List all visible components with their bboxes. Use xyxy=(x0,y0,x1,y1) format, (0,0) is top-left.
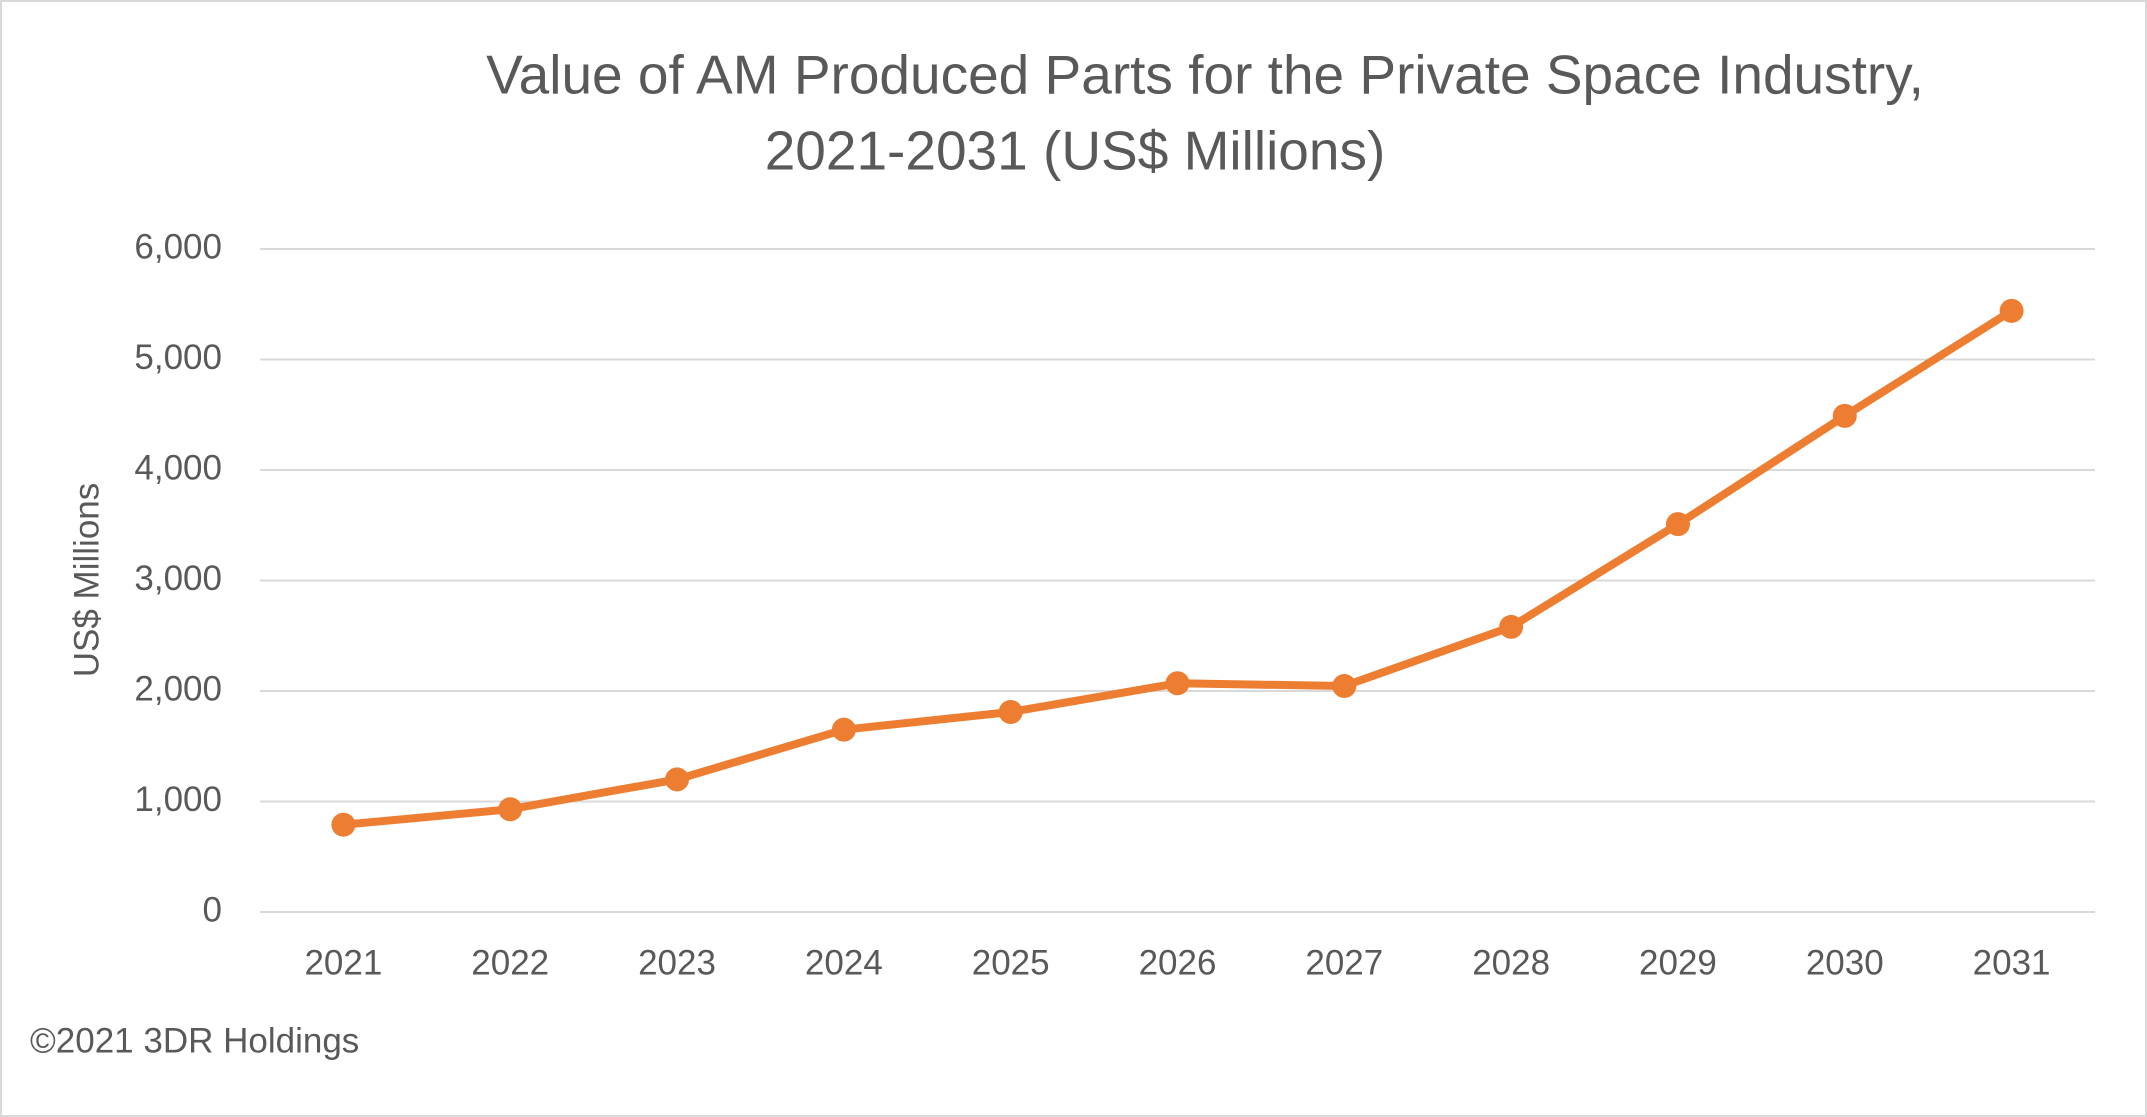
y-tick-label: 5,000 xyxy=(134,338,222,377)
x-tick-label: 2028 xyxy=(1472,943,1550,982)
x-tick-label: 2023 xyxy=(638,943,716,982)
marker xyxy=(1499,614,1524,639)
marker xyxy=(1665,512,1690,537)
x-tick-label: 2029 xyxy=(1639,943,1717,982)
y-tick-label: 2,000 xyxy=(134,669,222,708)
footer: ©2021 3DR Holdings xyxy=(30,1021,359,1060)
x-tick-label: 2022 xyxy=(471,943,549,982)
marker xyxy=(1832,403,1857,428)
x-tick-label: 2025 xyxy=(972,943,1050,982)
y-tick-label: 0 xyxy=(203,890,222,929)
marker xyxy=(1999,298,2024,323)
chart-title: 2021-2031 (US$ Millions) xyxy=(765,120,1386,182)
x-tick-label: 2030 xyxy=(1806,943,1884,982)
x-tick-label: 2024 xyxy=(805,943,883,982)
y-tick-label: 3,000 xyxy=(134,559,222,598)
marker xyxy=(665,767,690,792)
x-tick-label: 2021 xyxy=(304,943,382,982)
marker xyxy=(331,812,356,837)
marker xyxy=(831,717,856,742)
marker xyxy=(498,797,523,822)
y-tick-label: 6,000 xyxy=(134,227,222,266)
x-tick-label: 2026 xyxy=(1139,943,1217,982)
marker xyxy=(998,699,1023,724)
y-axis-label: US$ Millions xyxy=(67,483,106,678)
y-tick-label: 1,000 xyxy=(134,780,222,819)
x-tick-label: 2031 xyxy=(1973,943,2051,982)
marker xyxy=(1165,671,1190,696)
chart-title: Value of AM Produced Parts for the Priva… xyxy=(486,44,1924,106)
marker xyxy=(1332,674,1357,699)
y-tick-label: 4,000 xyxy=(134,448,222,487)
x-tick-label: 2027 xyxy=(1305,943,1383,982)
